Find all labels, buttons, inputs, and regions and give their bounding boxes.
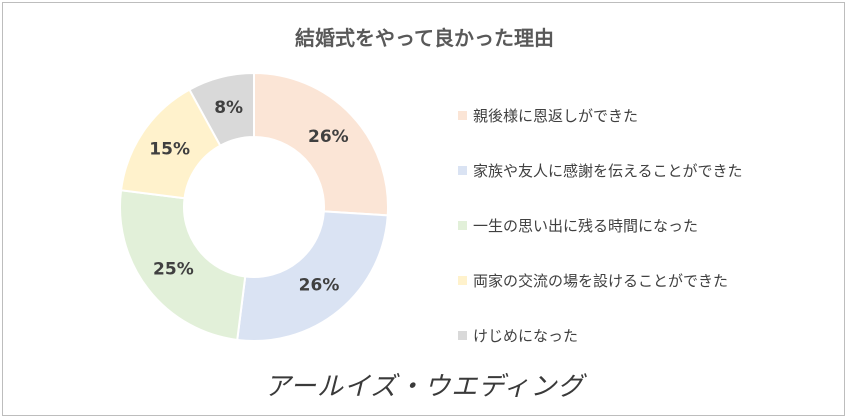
brand-logo: アールイズ・ウエディング — [264, 372, 585, 402]
donut-slice-1 — [253, 71, 389, 217]
legend-item-5: けじめになった — [458, 308, 743, 363]
legend-label: 家族や友人に感謝を伝えることができた — [473, 162, 743, 180]
legend-swatch — [458, 166, 467, 175]
slice-value-label-2: 26% — [299, 276, 340, 296]
donut-slice-3 — [119, 189, 247, 342]
slice-value-label-1: 26% — [308, 127, 349, 147]
chart-title: 結婚式をやって良かった理由 — [295, 26, 554, 50]
legend-swatch — [458, 276, 467, 285]
legend-label: 一生の思い出に残る時間になった — [473, 217, 699, 235]
legend-item-4: 両家の交流の場を設けることができた — [458, 253, 743, 308]
donut-slice-2 — [236, 210, 389, 342]
legend-label: 両家の交流の場を設けることができた — [473, 272, 729, 290]
legend-label: けじめになった — [473, 327, 579, 345]
legend-item-2: 家族や友人に感謝を伝えることができた — [458, 143, 743, 198]
legend-swatch — [458, 331, 467, 340]
slice-value-label-5: 8% — [214, 98, 243, 118]
legend-item-1: 親後様に恩返しができた — [458, 88, 743, 143]
legend-swatch — [458, 221, 467, 230]
donut-slice-5 — [188, 71, 255, 148]
legend-label: 親後様に恩返しができた — [473, 107, 639, 125]
legend-item-3: 一生の思い出に残る時間になった — [458, 198, 743, 253]
slice-value-label-3: 25% — [153, 260, 194, 280]
slice-value-label-4: 15% — [149, 140, 190, 160]
chart-legend: 親後様に恩返しができた家族や友人に感謝を伝えることができた 一生の思い出に残る時間… — [458, 88, 743, 363]
legend-swatch — [458, 111, 467, 120]
